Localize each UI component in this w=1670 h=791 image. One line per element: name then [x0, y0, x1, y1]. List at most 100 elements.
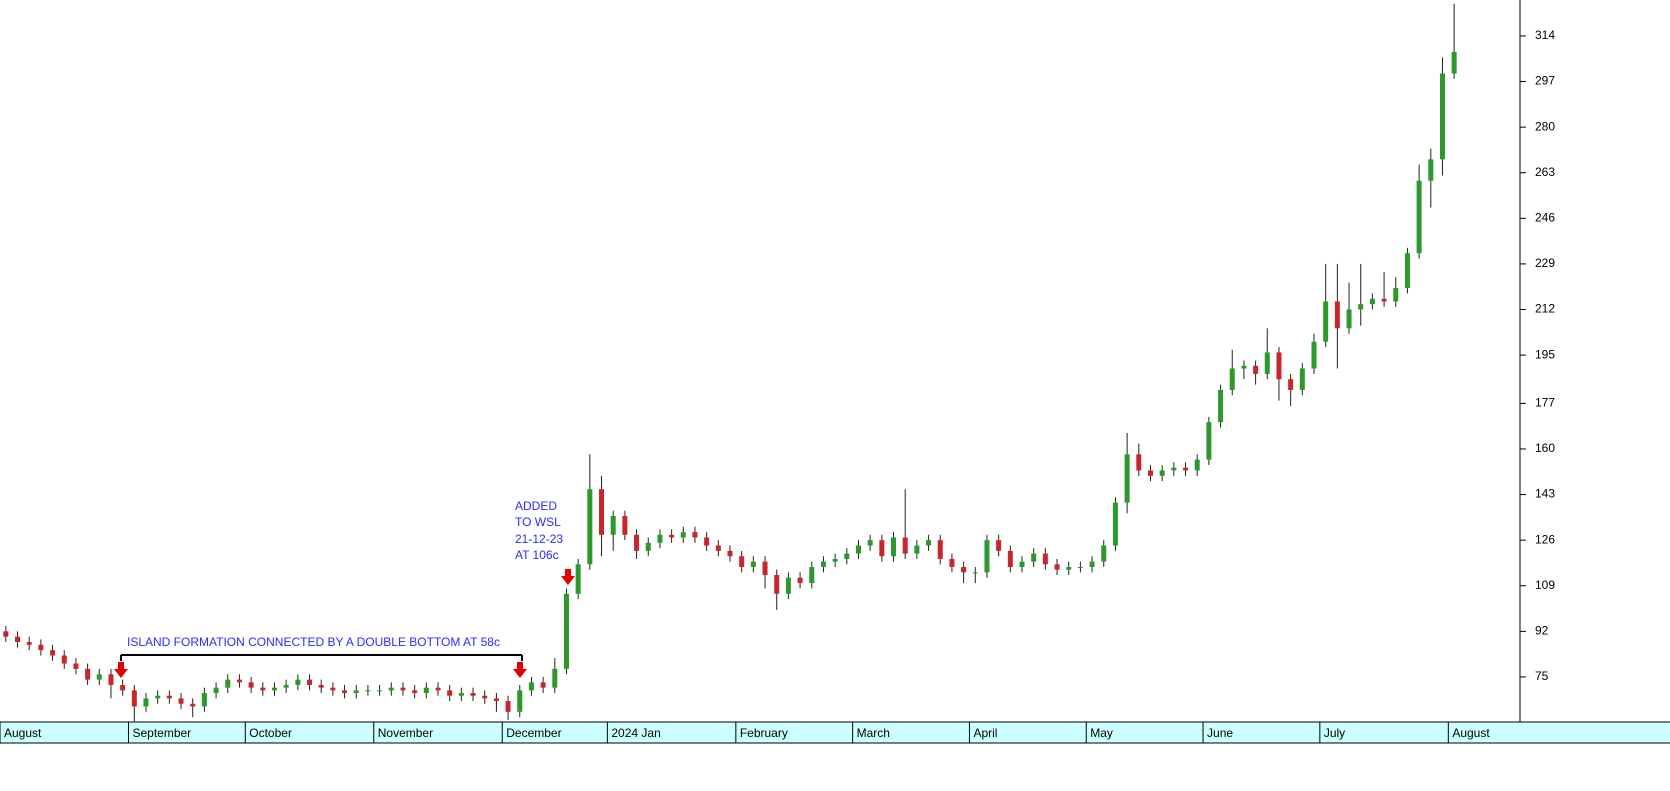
y-tick-label: 263	[1535, 165, 1555, 179]
candle-body	[1439, 73, 1445, 160]
candle-body	[657, 534, 663, 543]
candle-body	[891, 537, 897, 557]
candle-body	[1066, 566, 1072, 570]
candle-body	[166, 695, 172, 699]
candle-body	[1346, 309, 1352, 329]
candle-body	[949, 558, 955, 567]
candle-body	[73, 663, 79, 669]
arrow	[513, 662, 527, 678]
candle-body	[762, 561, 768, 576]
candle-body	[809, 566, 815, 584]
y-tick-label: 143	[1535, 487, 1555, 501]
candle-body	[307, 679, 313, 685]
candle-body	[342, 690, 348, 694]
candle-body	[236, 679, 242, 683]
candle-body	[785, 577, 791, 594]
y-tick-label: 160	[1535, 441, 1555, 455]
candle-body	[108, 674, 114, 685]
candle-body	[563, 593, 569, 669]
candle-body	[505, 701, 511, 712]
candle-body	[1218, 389, 1224, 423]
candle-body	[1451, 52, 1457, 74]
candle-body	[1089, 561, 1095, 567]
y-tick-label: 297	[1535, 74, 1555, 88]
y-tick-label: 92	[1535, 624, 1549, 638]
candle-body	[38, 644, 44, 651]
candle-body	[1264, 352, 1270, 374]
candle-body	[225, 679, 231, 688]
annotation: TO WSL	[515, 515, 561, 529]
candle-body	[984, 540, 990, 573]
candle-body	[599, 489, 605, 535]
candle-body	[937, 540, 943, 559]
candle-body	[96, 674, 102, 680]
candle-body	[120, 684, 126, 691]
candle-body	[318, 684, 324, 688]
candle-body	[552, 668, 558, 688]
candle-body	[972, 572, 978, 574]
candle-body	[1393, 288, 1399, 302]
candle-body	[190, 703, 196, 707]
x-tick-label: August	[1452, 726, 1490, 740]
x-tick-label: July	[1324, 726, 1345, 740]
candle-body	[610, 516, 616, 535]
candle-body	[1323, 301, 1329, 342]
candle-body	[330, 687, 336, 691]
candle-body	[996, 540, 1002, 551]
candle-body	[1077, 566, 1083, 568]
candle-body	[926, 540, 932, 546]
candle-body	[1311, 341, 1317, 369]
candle-body	[85, 668, 91, 680]
candle-body	[1194, 459, 1200, 471]
candle-body	[1042, 553, 1048, 565]
candle-body	[902, 537, 908, 554]
candle-body	[739, 556, 745, 567]
candle-body	[797, 577, 803, 584]
y-tick-label: 75	[1535, 669, 1549, 683]
y-tick-label: 314	[1535, 28, 1555, 42]
candle-body	[575, 564, 581, 594]
candle-body	[178, 698, 184, 704]
annotation: ADDED	[515, 499, 557, 513]
candle-body	[1416, 180, 1422, 254]
candle-body	[692, 532, 698, 538]
candle-body	[715, 545, 721, 551]
candle-body	[1019, 561, 1025, 567]
candle-body	[622, 516, 628, 535]
candle-body	[1112, 502, 1118, 546]
y-tick-label: 195	[1535, 347, 1555, 361]
candle-body	[844, 553, 850, 559]
candle-body	[832, 558, 838, 562]
candle-body	[377, 690, 383, 692]
candle-body	[1276, 352, 1282, 380]
candle-body	[15, 636, 21, 643]
candle-body	[1147, 470, 1153, 476]
candle-body	[1124, 454, 1130, 503]
candle-body	[867, 540, 873, 546]
arrows	[114, 569, 575, 678]
candle-body	[820, 561, 826, 567]
y-tick-label: 177	[1535, 396, 1555, 410]
candle-body	[50, 650, 56, 656]
candle-body	[704, 537, 710, 546]
candle-body	[1054, 564, 1060, 570]
candle-body	[879, 540, 885, 557]
x-tick-label: 2024 Jan	[611, 726, 660, 740]
candle-body	[493, 698, 499, 702]
candle-body	[482, 695, 488, 699]
candle-body	[750, 561, 756, 567]
candle-body	[1358, 304, 1364, 310]
x-tick-label: August	[4, 726, 42, 740]
x-tick-label: October	[249, 726, 292, 740]
y-tick-label: 246	[1535, 210, 1555, 224]
candle-body	[1229, 368, 1235, 390]
candle-body	[213, 687, 219, 694]
candle-body	[131, 690, 137, 707]
candle-body	[201, 693, 207, 707]
candle-body	[855, 545, 861, 554]
candle-body	[283, 684, 289, 688]
annotation: AT 106c	[515, 548, 559, 562]
y-tick-label: 229	[1535, 256, 1555, 270]
candle-body	[388, 687, 394, 691]
y-tick-label: 109	[1535, 578, 1555, 592]
